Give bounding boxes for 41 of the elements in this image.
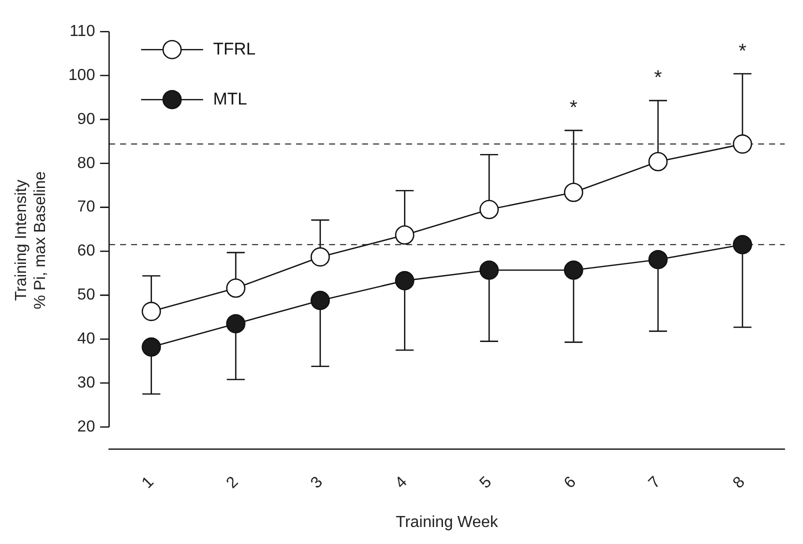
point <box>395 271 414 290</box>
x-tick-label: 7 <box>646 474 664 492</box>
y-tick-label: 20 <box>77 418 96 436</box>
legend-label: MTL <box>213 89 248 108</box>
point <box>648 250 668 270</box>
y-tick-label: 80 <box>77 154 96 172</box>
annotation: * <box>570 96 578 119</box>
legend-label: TFRL <box>213 39 256 58</box>
y-tick-label: 50 <box>77 286 96 304</box>
point <box>310 247 330 267</box>
x-tick-label: 2 <box>223 474 242 492</box>
annotation: * <box>654 67 662 90</box>
point <box>142 337 161 357</box>
x-tick-label: 4 <box>392 474 411 492</box>
x-tick-label: 8 <box>730 474 748 492</box>
point <box>226 278 246 298</box>
point <box>310 290 330 310</box>
y-tick-label: 70 <box>77 198 96 216</box>
point <box>479 200 499 220</box>
x-tick-label: 5 <box>476 474 496 492</box>
point <box>648 152 668 172</box>
y-tick-label: 60 <box>77 242 96 260</box>
point <box>732 134 752 154</box>
point <box>226 314 246 334</box>
y-tick-label: 100 <box>68 66 96 84</box>
annotation: * <box>738 40 747 62</box>
point <box>142 302 161 322</box>
point <box>732 235 752 254</box>
point <box>395 225 414 245</box>
x-axis-title: Training Week <box>396 514 500 531</box>
point <box>479 260 499 280</box>
x-tick-label: 6 <box>561 474 580 492</box>
y-tick-label: 110 <box>70 23 96 40</box>
y-tick-label: 40 <box>77 330 96 348</box>
point <box>564 182 584 202</box>
y-tick-label: 30 <box>77 374 96 392</box>
y-tick-label: 90 <box>77 110 96 128</box>
point <box>564 260 584 280</box>
y-axis-title: Training Intensity % Pi, max Baseline <box>13 171 50 310</box>
x-tick-label: 1 <box>138 474 158 492</box>
x-tick-label: 3 <box>308 474 326 492</box>
